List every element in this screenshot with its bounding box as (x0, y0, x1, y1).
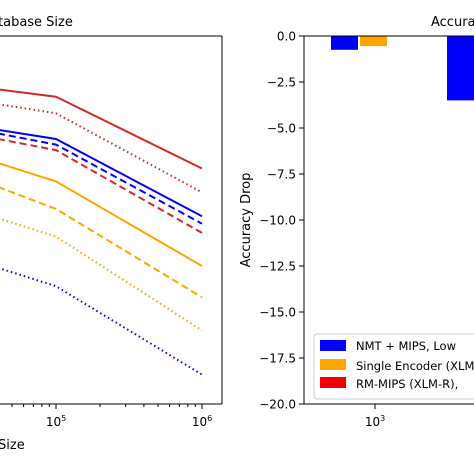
line-series-5 (0, 162, 203, 267)
line-series-8 (0, 267, 203, 376)
legend: NMT + MIPS, Low Single Encoder (XLM RM-M… (313, 333, 474, 400)
right-y-tick-label: −15.0 (259, 306, 296, 320)
line-series-7 (0, 217, 203, 332)
legend-label-single-encoder: Single Encoder (XLM (356, 359, 474, 373)
right-y-ticks: 0.0 −2.5 −5.0 −7.5 −10.0 −12.5 −15.0 −17.5 −20.0 (259, 30, 304, 412)
bar-0 (331, 36, 358, 50)
left-x-ticks (11, 404, 203, 409)
right-y-tick-label: −12.5 (259, 260, 296, 274)
line-series-2 (0, 129, 203, 218)
legend-label-nmt: NMT + MIPS, Low (356, 339, 456, 353)
right-y-tick-label: 0.0 (277, 30, 296, 44)
line-series-6 (0, 186, 203, 299)
right-chart-bars (331, 36, 474, 101)
right-y-axis-title: Accuracy Drop (239, 173, 254, 268)
legend-label-rm-mips: RM-MIPS (XLM-R), (356, 377, 458, 391)
right-x-tick-label-1e3: 103 (365, 414, 385, 429)
line-series-0 (0, 88, 203, 170)
line-series-3 (0, 132, 203, 225)
legend-box (313, 333, 474, 400)
right-chart-title: Accura (431, 15, 474, 30)
left-chart-title: tabase Size (0, 15, 73, 30)
legend-swatch-single-encoder (320, 359, 346, 370)
bar-2 (447, 36, 474, 101)
legend-swatch-rm-mips (320, 377, 346, 388)
right-y-tick-label: −17.5 (259, 352, 296, 366)
bar-1 (360, 36, 387, 47)
legend-swatch-nmt (320, 340, 346, 351)
right-y-tick-label: −20.0 (259, 398, 296, 412)
right-chart: Accura 0.0 −2.5 −5.0 −7.5 −10.0 −12.5 −15.0 −17… (239, 15, 474, 429)
left-chart-lines (0, 88, 203, 376)
left-x-tick-label-1e6: 106 (192, 414, 212, 429)
right-y-tick-label: −5.0 (267, 122, 296, 136)
right-y-tick-label: −7.5 (267, 168, 296, 182)
left-x-axis-title: Size (0, 438, 25, 453)
left-x-tick-label-1e5: 105 (46, 414, 66, 429)
right-y-tick-label: −10.0 (259, 214, 296, 228)
left-chart: tabase Size 105 106 Size (0, 15, 223, 453)
right-y-tick-label: −2.5 (267, 76, 296, 90)
line-series-4 (0, 138, 203, 234)
line-series-1 (0, 103, 203, 194)
